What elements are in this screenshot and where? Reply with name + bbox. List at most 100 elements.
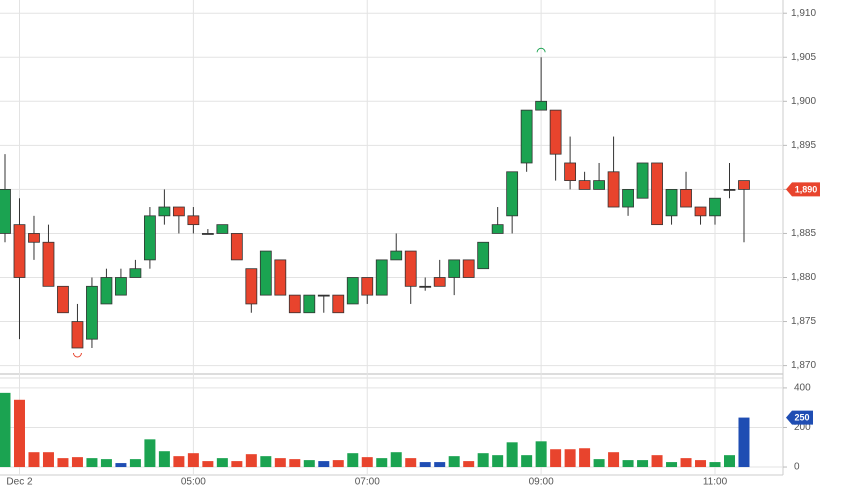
volume-bar <box>448 456 460 468</box>
volume-bar <box>245 454 257 468</box>
volume-bar <box>651 455 663 468</box>
candle-body <box>390 250 403 261</box>
volume-bar <box>71 457 83 468</box>
low-marker <box>72 352 82 358</box>
candle-body <box>651 162 663 226</box>
candle-body <box>578 180 591 190</box>
volume-bar <box>173 456 185 468</box>
candle-body <box>564 162 577 181</box>
volume-bar <box>42 452 54 468</box>
candle-body <box>419 285 432 288</box>
last-price-tag <box>786 182 820 197</box>
candle-body <box>462 259 475 278</box>
candle-body <box>680 189 692 208</box>
y-tick-label: 1,875 <box>791 316 816 327</box>
candle-body <box>303 294 316 314</box>
candle-body <box>216 224 229 234</box>
volume-bar <box>463 461 475 468</box>
volume-bar <box>318 461 330 468</box>
volume-bar <box>637 460 649 468</box>
candle-body <box>709 197 721 217</box>
volume-bar <box>361 457 373 468</box>
candle-body <box>201 233 214 235</box>
volume-bar <box>492 455 504 468</box>
candle-body <box>448 259 461 278</box>
candle-body <box>143 215 156 261</box>
candle-body <box>245 268 258 305</box>
y-tick-label: 1,905 <box>791 52 816 63</box>
volume-bar <box>738 417 750 468</box>
candle-body <box>694 206 707 217</box>
candle-body <box>259 250 272 296</box>
volume-bar <box>274 458 286 468</box>
candle-body <box>86 285 98 340</box>
volume-bar <box>390 452 402 468</box>
candle-body <box>100 277 113 305</box>
candle-body <box>13 224 26 278</box>
volume-bar <box>28 452 40 468</box>
candle-body <box>115 277 127 296</box>
candle-body <box>433 277 446 287</box>
volume-bar <box>709 462 721 468</box>
candle-body <box>187 215 200 226</box>
volume-bar <box>202 461 214 468</box>
x-tick-label: 09:00 <box>529 477 554 488</box>
volume-bar <box>419 462 431 468</box>
y-tick-label: 1,910 <box>791 8 816 19</box>
high-marker <box>536 47 546 53</box>
y-tick-label: 200 <box>794 422 811 433</box>
candle-body <box>361 277 374 296</box>
last-price-label: 1,890 <box>795 184 818 194</box>
candle-body <box>549 109 562 155</box>
x-tick-label: Dec 2 <box>6 477 33 488</box>
volume-bar <box>680 458 692 468</box>
volume-bar <box>622 460 634 468</box>
volume-bar <box>129 459 141 468</box>
candle-body <box>665 189 678 217</box>
candle-body <box>332 294 345 314</box>
candle-body <box>0 189 11 234</box>
candle-body <box>375 259 388 296</box>
volume-bar <box>477 453 489 468</box>
volume-bar <box>289 459 301 468</box>
candle-body <box>404 250 417 287</box>
x-tick-label: 07:00 <box>355 477 380 488</box>
candle-body <box>129 268 142 278</box>
volume-bar <box>405 458 417 468</box>
candle-body <box>535 100 548 111</box>
candle-body <box>738 180 750 190</box>
volume-bar <box>564 449 576 468</box>
x-tick-label: 11:00 <box>703 477 728 488</box>
y-tick-label: 1,900 <box>791 96 816 107</box>
candle-body <box>520 109 533 164</box>
volume-bar <box>115 463 127 468</box>
volume-bar <box>57 458 69 468</box>
y-tick-label: 1,880 <box>791 272 816 283</box>
volume-bar <box>521 455 533 468</box>
y-tick-label: 1,885 <box>791 228 816 239</box>
candle-body <box>491 224 504 234</box>
candle-body <box>57 285 69 314</box>
y-tick-label: 1,870 <box>791 360 816 371</box>
volume-bar <box>434 462 446 468</box>
volume-bar <box>216 458 228 468</box>
volume-bar <box>144 439 156 468</box>
candle-body <box>42 241 55 287</box>
y-tick-label: 1,895 <box>791 140 816 151</box>
candle-body <box>317 294 330 297</box>
candle-body <box>28 233 40 243</box>
y-tick-label: 400 <box>794 383 811 394</box>
volume-bar <box>695 460 707 468</box>
x-tick-label: 05:00 <box>181 477 206 488</box>
candle-body <box>477 241 490 270</box>
candle-body <box>288 294 301 314</box>
candle-body <box>622 189 634 208</box>
candle-body <box>506 171 519 217</box>
volume-bar <box>579 448 591 468</box>
volume-bar <box>100 459 112 468</box>
candle-body <box>723 189 736 191</box>
volume-bar <box>187 453 199 468</box>
volume-bar <box>260 456 272 468</box>
volume-bar <box>303 460 315 468</box>
